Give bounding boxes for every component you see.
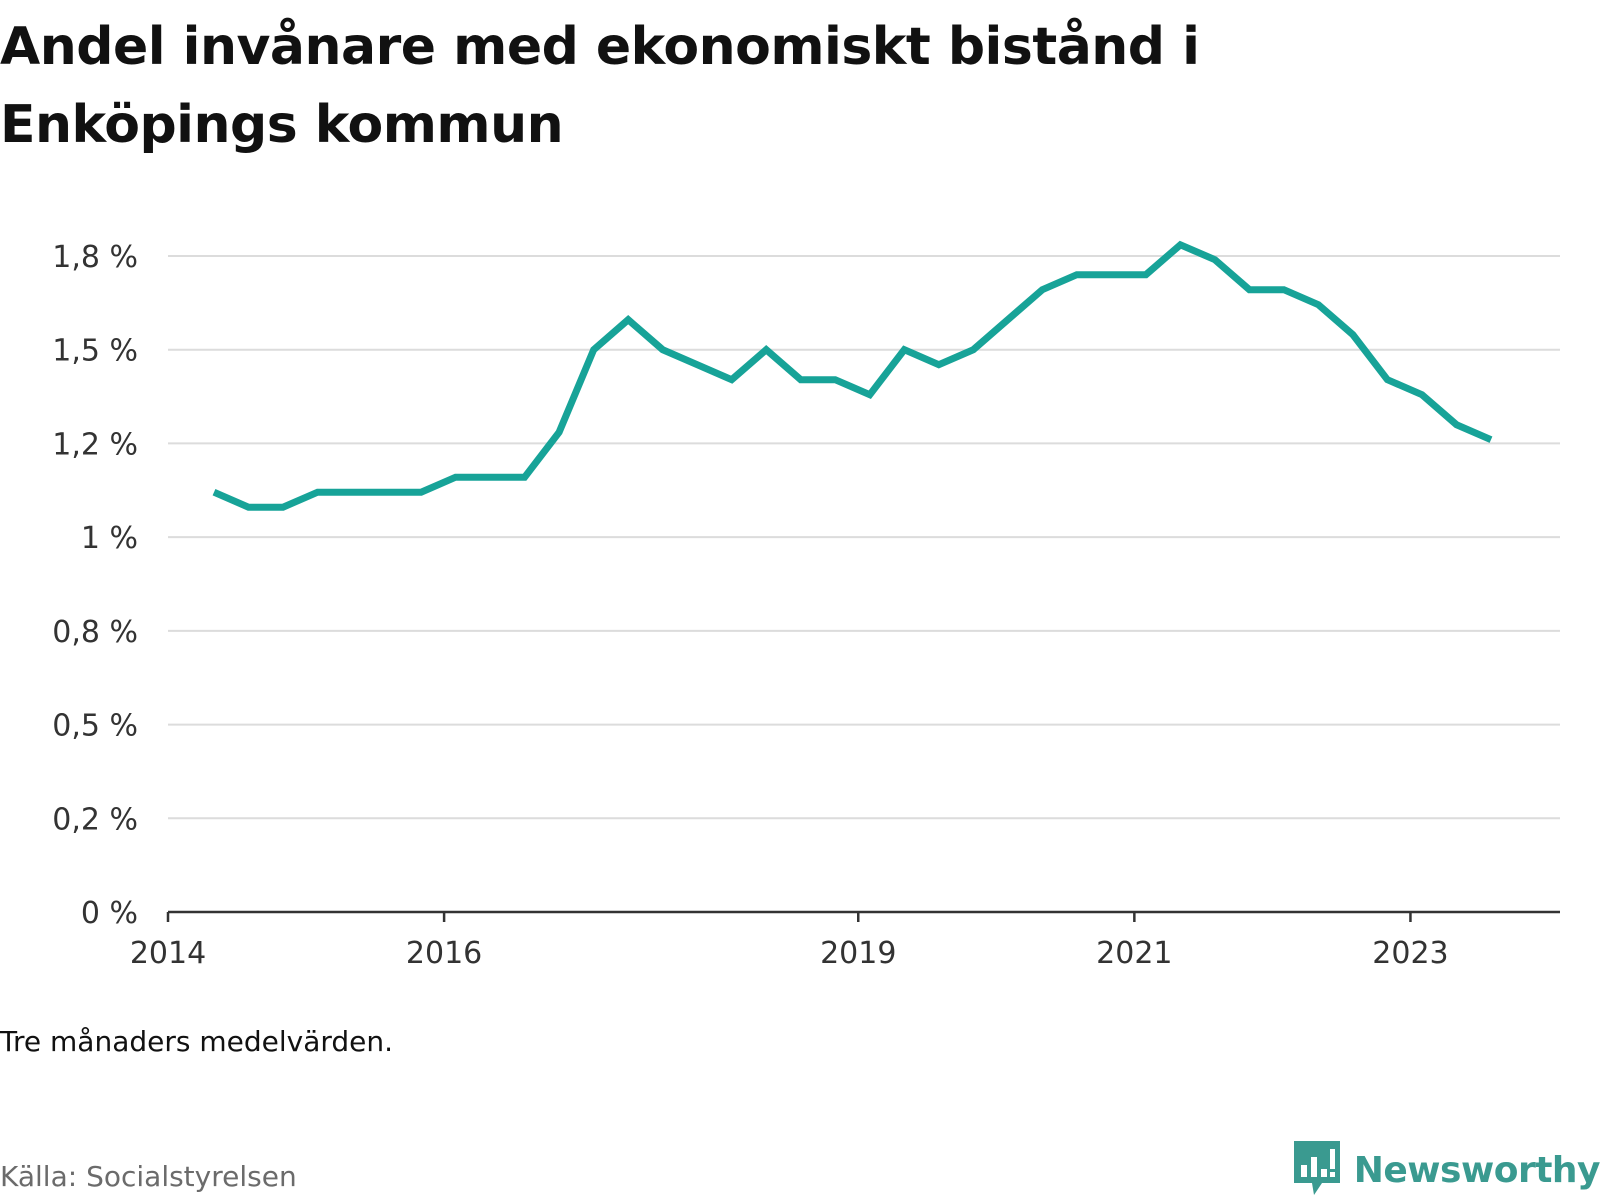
y-tick-label: 1,2 % [52, 427, 138, 462]
x-tick-label: 2023 [1372, 936, 1448, 971]
gridlines [168, 255, 1560, 820]
y-tick-label: 0,8 % [52, 615, 138, 650]
x-tick-label: 2016 [406, 936, 482, 971]
y-tick-label: 1,8 % [52, 240, 138, 275]
newsworthy-logo-icon [1292, 1139, 1342, 1201]
x-axis: 2014 2016 2019 2021 2023 [130, 910, 1560, 971]
y-axis-labels: 0 % 0,2 % 0,5 % 0,8 % 1 % 1,2 % 1,5 % 1,8 % [52, 240, 138, 931]
y-tick-label: 1,5 % [52, 334, 138, 369]
x-tick-label: 2019 [820, 936, 896, 971]
source-label: Källa: Socialstyrelsen [0, 1160, 297, 1193]
x-tick-label: 2021 [1096, 936, 1172, 971]
series-line [212, 240, 1493, 511]
brand-name: Newsworthy [1353, 1149, 1600, 1191]
series-group [212, 240, 1493, 511]
chart-note: Tre månaders medelvärden. [0, 1025, 394, 1058]
brand[interactable]: Newsworthy [1292, 1140, 1600, 1200]
y-tick-label: 0,5 % [52, 709, 138, 744]
y-tick-label: 0 % [81, 896, 138, 931]
x-tick-label: 2014 [130, 936, 206, 971]
y-tick-label: 0,2 % [52, 802, 138, 837]
chart-title: Andel invånare med ekonomiskt bistånd i … [0, 17, 1200, 155]
y-tick-label: 1 % [81, 521, 138, 556]
